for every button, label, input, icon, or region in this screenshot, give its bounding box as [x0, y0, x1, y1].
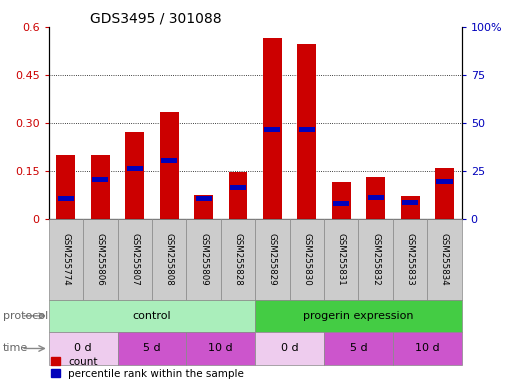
Bar	[221, 219, 255, 300]
Text: time: time	[3, 343, 28, 354]
Bar	[161, 158, 177, 163]
Bar	[299, 127, 315, 132]
Text: 0 d: 0 d	[281, 343, 299, 354]
Text: GSM255807: GSM255807	[130, 233, 139, 286]
Text: 5 d: 5 d	[350, 343, 367, 354]
Bar	[186, 219, 221, 300]
Bar	[92, 177, 108, 182]
Text: 10 d: 10 d	[415, 343, 440, 354]
Bar	[298, 45, 317, 219]
Bar	[255, 219, 290, 300]
Bar	[195, 196, 212, 201]
Bar	[332, 182, 351, 219]
Bar	[393, 219, 427, 300]
Text: GSM255808: GSM255808	[165, 233, 174, 286]
Bar	[230, 185, 246, 190]
Bar	[160, 112, 179, 219]
Text: 5 d: 5 d	[143, 343, 161, 354]
Text: protocol: protocol	[3, 311, 48, 321]
Text: GSM255809: GSM255809	[199, 233, 208, 286]
Bar	[402, 200, 418, 205]
Text: GSM255830: GSM255830	[302, 233, 311, 286]
Bar	[427, 219, 462, 300]
Text: GSM255774: GSM255774	[62, 233, 70, 286]
Bar	[49, 300, 255, 332]
Bar	[437, 179, 452, 184]
Legend: count, percentile rank within the sample: count, percentile rank within the sample	[51, 357, 244, 379]
Bar	[366, 177, 385, 219]
Bar	[401, 196, 420, 219]
Bar	[49, 219, 83, 300]
Bar	[91, 155, 110, 219]
Bar	[393, 332, 462, 365]
Text: progerin expression: progerin expression	[303, 311, 413, 321]
Text: GSM255829: GSM255829	[268, 233, 277, 286]
Bar	[263, 38, 282, 219]
Text: GDS3495 / 301088: GDS3495 / 301088	[90, 12, 222, 26]
Text: GSM255832: GSM255832	[371, 233, 380, 286]
Bar	[255, 300, 462, 332]
Text: 0 d: 0 d	[74, 343, 92, 354]
Bar	[290, 219, 324, 300]
Text: GSM255831: GSM255831	[337, 233, 346, 286]
Text: GSM255834: GSM255834	[440, 233, 449, 286]
Bar	[324, 219, 359, 300]
Bar	[255, 332, 324, 365]
Bar	[333, 201, 349, 206]
Bar	[117, 219, 152, 300]
Text: GSM255828: GSM255828	[233, 233, 243, 286]
Bar	[264, 127, 281, 132]
Bar	[368, 195, 384, 200]
Text: GSM255806: GSM255806	[96, 233, 105, 286]
Text: GSM255833: GSM255833	[406, 233, 415, 286]
Bar	[359, 219, 393, 300]
Bar	[194, 195, 213, 219]
Bar	[435, 168, 454, 219]
Bar	[324, 332, 393, 365]
Bar	[83, 219, 117, 300]
Bar	[117, 332, 186, 365]
Bar	[229, 172, 247, 219]
Bar	[152, 219, 186, 300]
Text: 10 d: 10 d	[208, 343, 233, 354]
Bar	[125, 132, 144, 219]
Bar	[56, 155, 75, 219]
Bar	[58, 196, 74, 201]
Bar	[49, 332, 117, 365]
Bar	[127, 166, 143, 171]
Text: control: control	[133, 311, 171, 321]
Bar	[186, 332, 255, 365]
